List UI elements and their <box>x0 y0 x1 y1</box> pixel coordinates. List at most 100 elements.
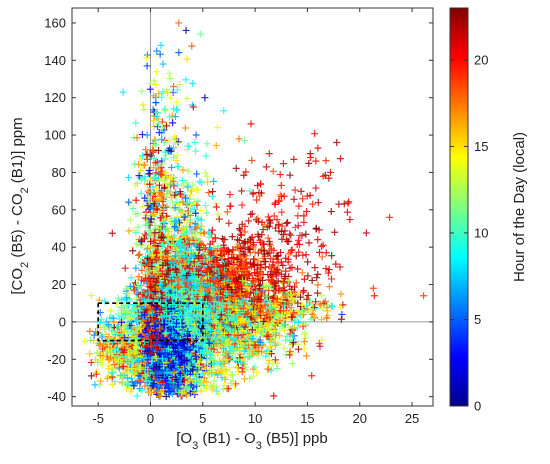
data-point <box>190 233 198 241</box>
data-point <box>274 269 282 277</box>
data-point <box>225 219 233 227</box>
data-point <box>152 184 160 192</box>
data-point <box>212 200 220 208</box>
data-point <box>322 264 330 272</box>
data-point <box>168 164 176 172</box>
data-point <box>294 236 302 244</box>
data-point <box>87 372 95 380</box>
data-point <box>314 199 322 207</box>
data-point <box>332 260 340 268</box>
data-point <box>313 274 321 282</box>
data-point <box>249 372 257 380</box>
data-point <box>193 186 201 194</box>
data-point <box>137 167 145 175</box>
data-point <box>139 101 147 109</box>
data-point <box>291 317 299 325</box>
data-point <box>188 181 196 189</box>
data-point <box>337 155 345 163</box>
data-point <box>101 297 109 305</box>
data-point <box>183 55 191 63</box>
data-point <box>288 359 296 367</box>
data-point <box>139 202 147 210</box>
data-point <box>362 229 370 237</box>
data-point <box>165 113 173 121</box>
data-point <box>274 259 282 267</box>
data-point <box>275 197 283 205</box>
data-point <box>81 337 89 345</box>
data-point <box>277 228 285 236</box>
data-point <box>142 146 150 154</box>
data-point <box>136 250 144 258</box>
data-point <box>87 358 95 366</box>
data-point <box>184 183 192 191</box>
data-point <box>132 264 140 272</box>
data-point <box>328 302 336 310</box>
data-point <box>279 261 287 269</box>
data-point <box>275 196 283 204</box>
data-point <box>289 339 297 347</box>
data-point <box>318 316 326 324</box>
data-point <box>249 365 257 373</box>
data-point <box>114 294 122 302</box>
data-point <box>265 150 273 158</box>
data-point <box>273 216 281 224</box>
data-point <box>149 164 157 172</box>
data-point <box>121 295 129 303</box>
data-point <box>201 169 209 177</box>
data-point <box>150 200 158 208</box>
data-point <box>134 291 142 299</box>
data-point <box>327 208 335 216</box>
data-point <box>238 187 246 195</box>
data-point <box>249 351 257 359</box>
data-point <box>269 294 277 302</box>
data-point <box>89 336 97 344</box>
data-point <box>337 303 345 311</box>
data-point <box>129 247 137 255</box>
data-point <box>257 180 265 188</box>
data-point <box>232 363 240 371</box>
data-point <box>314 236 322 244</box>
data-point <box>300 287 308 295</box>
data-point <box>95 296 103 304</box>
data-point <box>163 202 171 210</box>
data-point <box>126 199 134 207</box>
data-point <box>92 370 100 378</box>
data-point <box>294 289 302 297</box>
data-point <box>161 155 169 163</box>
data-point <box>144 187 152 195</box>
data-point <box>141 173 149 181</box>
data-point <box>321 298 329 306</box>
data-point <box>192 131 200 139</box>
data-point <box>317 242 325 250</box>
data-point <box>229 246 237 254</box>
data-point <box>165 137 173 145</box>
data-point <box>211 234 219 242</box>
data-point <box>264 213 272 221</box>
data-point <box>174 227 182 235</box>
data-point <box>241 260 249 268</box>
data-point <box>170 105 178 113</box>
data-point <box>180 224 188 232</box>
data-point <box>281 227 289 235</box>
data-point <box>308 276 316 284</box>
data-point <box>318 253 326 261</box>
data-point <box>155 181 163 189</box>
data-point <box>150 136 158 144</box>
data-point <box>265 325 273 333</box>
data-point <box>284 258 292 266</box>
data-point <box>293 241 301 249</box>
data-point <box>181 124 189 132</box>
data-point <box>169 144 177 152</box>
data-point <box>235 225 243 233</box>
data-point <box>135 160 143 168</box>
data-point <box>318 336 326 344</box>
data-point <box>192 147 200 155</box>
data-point <box>171 113 179 121</box>
data-point <box>111 378 119 386</box>
data-point <box>287 304 295 312</box>
data-point <box>328 303 336 311</box>
data-point <box>173 152 181 160</box>
data-point <box>337 290 345 298</box>
data-point <box>297 187 305 195</box>
